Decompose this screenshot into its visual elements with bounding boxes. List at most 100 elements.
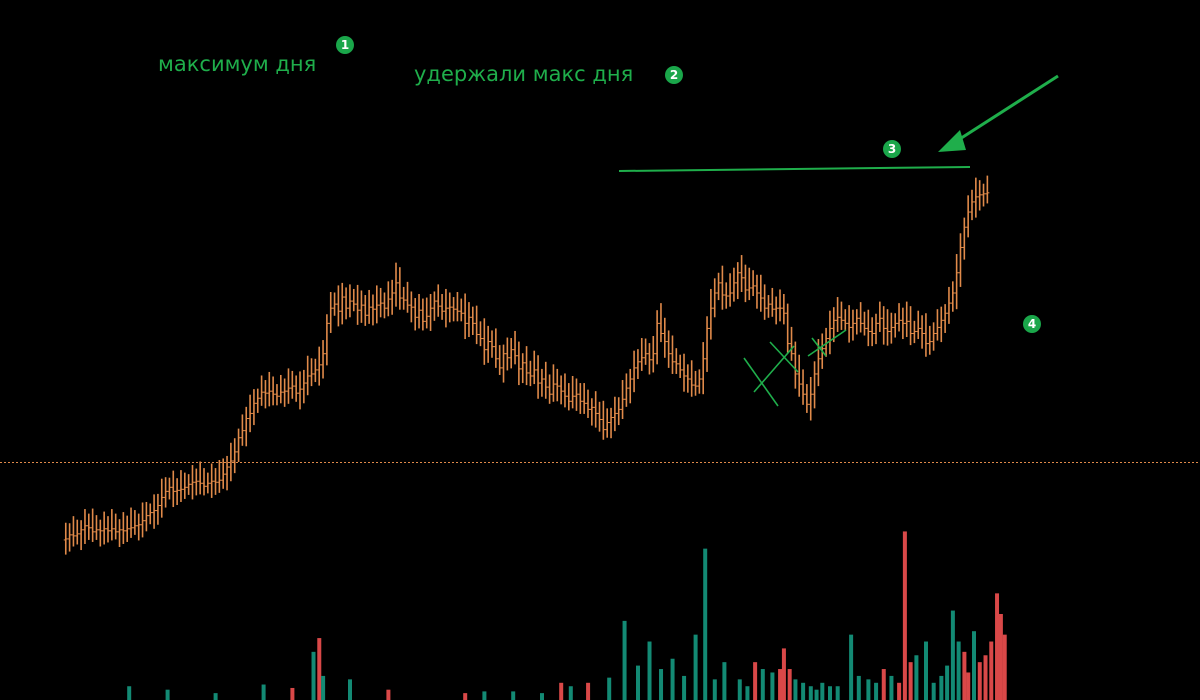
volume-bar-13: [540, 693, 544, 700]
price-bar-223: [916, 310, 921, 340]
price-bar-133: [570, 375, 575, 409]
price-bar-83: [378, 287, 383, 318]
price-bar-136: [582, 383, 587, 414]
price-bar-101: [447, 292, 452, 323]
price-bar-212: [874, 313, 878, 345]
price-bar-28: [167, 477, 172, 500]
volume-bar-45: [866, 679, 871, 700]
volume-bar-36: [793, 679, 798, 700]
price-bar-74: [344, 287, 349, 320]
price-bar-210: [866, 309, 871, 347]
volume-bar-60: [966, 672, 971, 700]
volume-bar-31: [760, 669, 765, 700]
price-bar-45: [232, 438, 237, 474]
price-bar-134: [574, 378, 579, 411]
volume-bar-20: [647, 641, 652, 700]
volume-bar-32: [770, 672, 775, 700]
price-bar-85: [386, 281, 391, 317]
volume-bar-29: [745, 686, 750, 700]
price-bar-233: [954, 254, 959, 310]
cross-mark-2: [769, 341, 799, 373]
price-bar-203: [839, 301, 844, 330]
volume-bar-37: [801, 682, 806, 700]
cross-mark-4: [811, 337, 827, 357]
price-bar-152: [643, 338, 648, 365]
volume-bar-52: [914, 655, 919, 700]
price-bar-69: [324, 314, 329, 366]
price-bar-120: [520, 353, 525, 384]
price-bar-217: [893, 313, 898, 338]
volume-bar-42: [835, 686, 840, 700]
price-bar-140: [597, 401, 602, 432]
volume-bar-66: [998, 614, 1003, 700]
price-bar-149: [632, 350, 637, 393]
price-bar-189: [785, 303, 790, 353]
price-bar-240: [981, 183, 986, 207]
price-bar-92: [413, 298, 418, 331]
price-bar-49: [248, 394, 253, 433]
price-bar-119: [516, 341, 521, 386]
price-bar-185: [770, 287, 775, 317]
volume-bar-14: [559, 682, 564, 700]
price-bar-9: [94, 515, 99, 540]
price-bar-5: [79, 520, 84, 551]
price-bar-168: [705, 316, 710, 372]
price-bar-72: [336, 285, 341, 327]
price-bar-107: [470, 306, 475, 335]
volume-bar-59: [962, 651, 967, 700]
price-bar-122: [528, 360, 533, 387]
price-bar-65: [309, 358, 314, 387]
volume-bar-57: [950, 610, 955, 700]
price-bar-106: [466, 302, 471, 338]
marker-1: 1: [336, 36, 354, 54]
price-bar-117: [509, 338, 514, 369]
price-bar-32: [182, 472, 187, 499]
price-bar-76: [351, 288, 356, 312]
volume-bar-38: [808, 686, 813, 700]
price-bar-146: [620, 380, 625, 419]
price-bar-179: [747, 267, 752, 301]
price-bar-73: [340, 282, 345, 325]
price-bar-53: [263, 380, 268, 409]
price-bar-153: [647, 343, 652, 375]
price-bar-48: [244, 406, 249, 447]
price-bar-14: [113, 513, 118, 540]
price-bar-46: [236, 428, 241, 463]
volume-bar-49: [897, 682, 902, 700]
price-bar-141: [601, 400, 606, 440]
volume-bar-67: [1002, 634, 1007, 700]
price-bar-44: [228, 442, 233, 482]
price-bar-55: [271, 376, 276, 406]
volume-bar-3: [261, 684, 266, 700]
volume-bar-48: [889, 675, 894, 700]
volume-bar-62: [977, 662, 982, 700]
price-bar-86: [390, 279, 395, 315]
price-bar-137: [586, 389, 590, 418]
price-bar-219: [900, 307, 905, 340]
price-bar-75: [347, 284, 352, 318]
price-bar-143: [609, 407, 614, 439]
price-bar-175: [731, 267, 736, 302]
price-bar-22: [144, 501, 149, 532]
price-bar-232: [950, 281, 955, 312]
price-bar-96: [428, 294, 433, 331]
price-bar-215: [885, 309, 890, 346]
volume-bar-41: [828, 686, 832, 700]
price-bar-33: [186, 474, 191, 495]
volume-bar-50: [902, 531, 907, 700]
price-bar-116: [505, 337, 510, 371]
price-bar-138: [589, 398, 594, 426]
annotation-held-day-high: удержали макс дня: [414, 62, 634, 86]
price-bar-229: [939, 306, 944, 343]
price-bar-62: [298, 371, 302, 410]
price-bar-230: [943, 304, 948, 333]
annotation-day-high: максимум дня: [158, 52, 317, 76]
price-bar-173: [724, 282, 729, 309]
price-bar-150: [635, 349, 640, 380]
price-bar-42: [221, 458, 226, 489]
price-bar-112: [490, 330, 494, 358]
volume-bar-54: [931, 682, 936, 700]
arrow-shaft: [951, 74, 1059, 146]
price-bar-220: [904, 301, 909, 338]
